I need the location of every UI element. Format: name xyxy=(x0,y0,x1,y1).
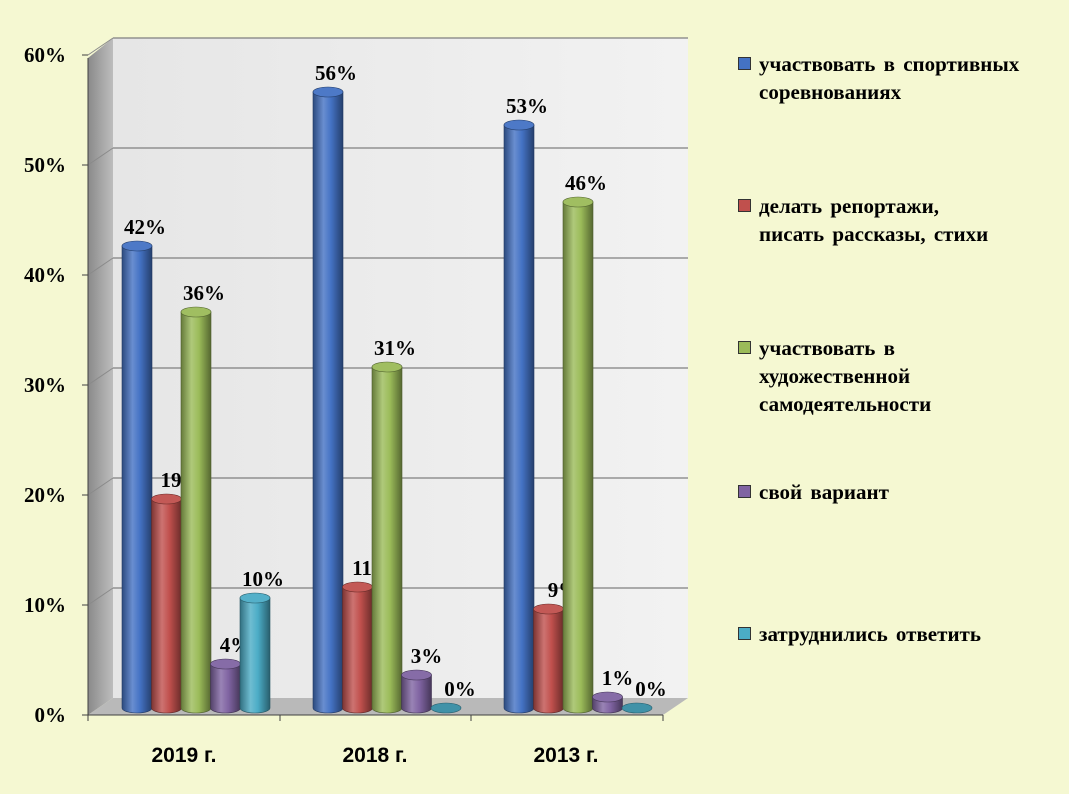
y-tick-label: 40% xyxy=(24,263,66,287)
bar xyxy=(151,493,182,714)
data-label: 36% xyxy=(183,281,225,305)
x-axis: 2019 г. 2018 г. 2013 г. xyxy=(87,714,664,767)
bar xyxy=(239,592,271,714)
x-tick-label: 2013 г. xyxy=(533,744,598,767)
gridline-side xyxy=(87,37,114,56)
data-label: 42% xyxy=(124,215,166,239)
x-tick-label: 2018 г. xyxy=(342,744,407,767)
legend-swatch xyxy=(738,199,751,212)
legend-item-own: свой вариант xyxy=(738,478,1049,506)
y-tick-label: 30% xyxy=(24,373,66,397)
data-label: 56% xyxy=(315,61,357,85)
bar xyxy=(210,658,241,714)
bar xyxy=(562,196,594,714)
y-tick-label: 50% xyxy=(24,153,66,177)
data-label: 46% xyxy=(565,171,607,195)
bar xyxy=(342,581,373,714)
legend-label: участвовать в художественной самодеятель… xyxy=(759,336,932,416)
data-label: 0% xyxy=(635,677,667,701)
y-tick-label: 10% xyxy=(24,593,66,617)
data-label: 3% xyxy=(411,644,443,668)
legend-swatch xyxy=(738,57,751,70)
data-label: 0% xyxy=(444,677,476,701)
bar xyxy=(430,702,462,714)
legend-item-amateur: участвовать в художественной самодеятель… xyxy=(738,334,1049,418)
bar xyxy=(121,240,153,714)
x-tick-label: 2019 г. xyxy=(151,744,216,767)
legend-label: делать репортажи, писать рассказы, стихи xyxy=(759,194,989,246)
legend-swatch xyxy=(738,627,751,640)
bar xyxy=(180,306,212,714)
legend-item-sport: участвовать в спортивных соревнованиях xyxy=(738,50,1049,106)
gridline-side xyxy=(87,587,114,606)
legend-swatch xyxy=(738,485,751,498)
bar xyxy=(312,86,344,714)
y-axis: 0% 10% 20% 30% 40% 50% 60% xyxy=(24,43,89,727)
data-label: 53% xyxy=(506,94,548,118)
data-label: 31% xyxy=(374,336,416,360)
data-label: 1% xyxy=(602,666,634,690)
legend-item-undecided: затруднились ответить xyxy=(738,620,1049,648)
legend-item-reports: делать репортажи, писать рассказы, стихи xyxy=(738,192,999,248)
gridline-side xyxy=(87,257,114,276)
y-tick-label: 20% xyxy=(24,483,66,507)
bar xyxy=(371,361,403,714)
y-tick-label: 0% xyxy=(35,703,67,727)
legend-swatch xyxy=(738,341,751,354)
bar xyxy=(533,603,564,714)
gridline-side xyxy=(87,147,114,166)
bars: 42%19%36%4%10%56%11%31%3%0%53%9%46%1%0% xyxy=(121,61,667,714)
legend-label: затруднились ответить xyxy=(759,622,981,646)
y-tick-label: 60% xyxy=(24,43,66,67)
gridline-side xyxy=(87,367,114,386)
bar xyxy=(503,119,535,714)
bar xyxy=(401,669,432,714)
bar xyxy=(621,702,653,714)
legend-label: свой вариант xyxy=(759,480,889,504)
legend-label: участвовать в спортивных соревнованиях xyxy=(759,52,1020,104)
bar xyxy=(592,691,623,714)
gridline-side xyxy=(87,477,114,496)
data-label: 10% xyxy=(242,567,284,591)
